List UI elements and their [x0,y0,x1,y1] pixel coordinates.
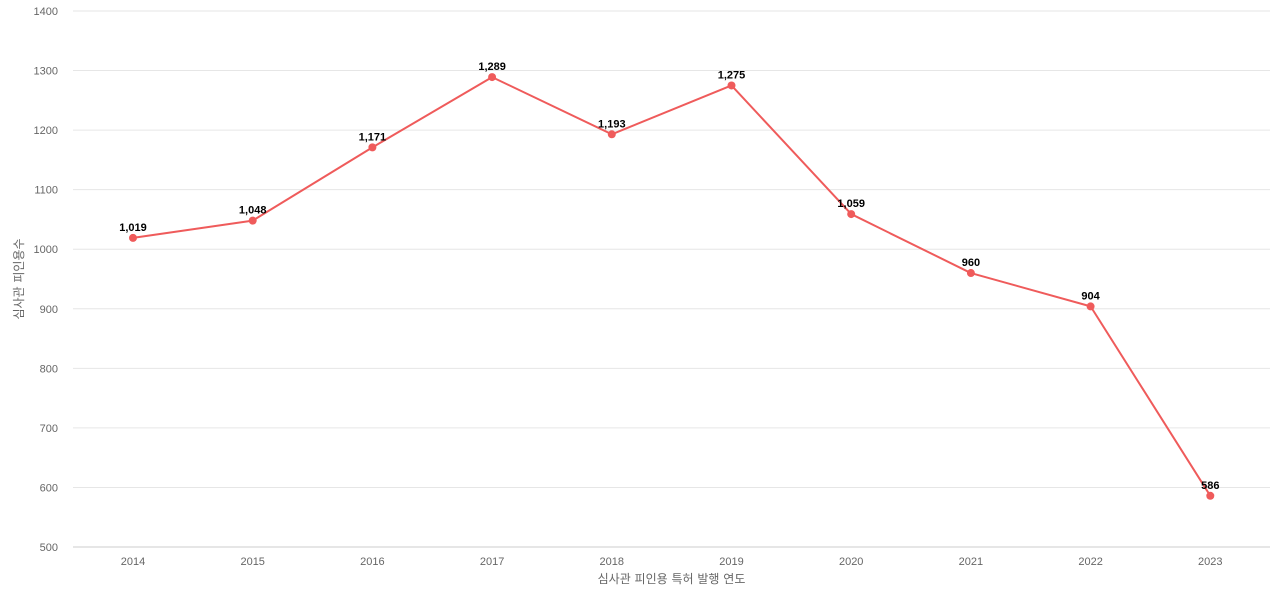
data-point[interactable] [727,81,736,90]
data-label: 1,275 [718,69,746,81]
data-label: 1,193 [598,118,626,130]
data-point[interactable] [966,269,975,278]
x-tick-label: 2022 [1078,556,1102,568]
grid-layer [73,10,1270,488]
y-axis-title: 심사관 피인용수 [12,238,26,319]
x-tick-label: 2015 [240,556,264,568]
y-tick-label: 1300 [34,66,58,78]
data-point[interactable] [847,210,856,219]
data-point[interactable] [1086,302,1095,311]
x-tick-label: 2016 [360,556,384,568]
y-tick-label: 600 [40,482,58,494]
y-tick-label: 1100 [34,185,58,197]
data-point[interactable] [607,130,616,139]
series-line [132,76,1212,497]
y-tick-label: 1400 [34,6,58,18]
data-label: 586 [1201,480,1219,492]
x-axis-title: 심사관 피인용 특허 발행 연도 [598,571,746,586]
data-label: 1,289 [478,61,506,73]
data-point[interactable] [129,233,137,242]
data-point[interactable] [368,143,377,152]
data-label: 1,048 [239,205,267,217]
y-tick-label: 700 [40,423,58,435]
data-labels: 1,019 1,048 1,171 1,289 1,193 1,275 1,059 960 90… [119,61,1219,492]
x-tick-label: 2021 [959,556,983,568]
x-tick-label: 2017 [480,556,504,568]
y-tick-label: 1200 [34,125,58,137]
x-tick-label: 2019 [719,556,743,568]
series-layer [129,73,1215,500]
x-axis-ticks: 2014 2015 2016 2017 2018 2019 2020 2021 2022 2023 [121,556,1223,568]
data-label: 1,059 [837,198,865,210]
data-label: 960 [962,257,980,269]
y-axis-ticks: 500 600 700 800 900 1000 1100 1200 1300 1400 [34,6,58,554]
x-tick-label: 2018 [600,556,624,568]
data-point[interactable] [1206,491,1215,500]
data-label: 904 [1081,290,1100,302]
y-tick-label: 800 [40,363,58,375]
x-tick-label: 2020 [839,556,863,568]
data-label: 1,171 [359,131,387,143]
data-label: 1,019 [119,222,147,234]
x-tick-label: 2023 [1198,556,1222,568]
data-point[interactable] [488,73,497,82]
y-tick-label: 500 [40,542,58,554]
data-point[interactable] [248,216,257,225]
x-tick-label: 2014 [121,556,145,568]
y-tick-label: 1000 [34,244,58,256]
y-tick-label: 900 [40,304,58,316]
